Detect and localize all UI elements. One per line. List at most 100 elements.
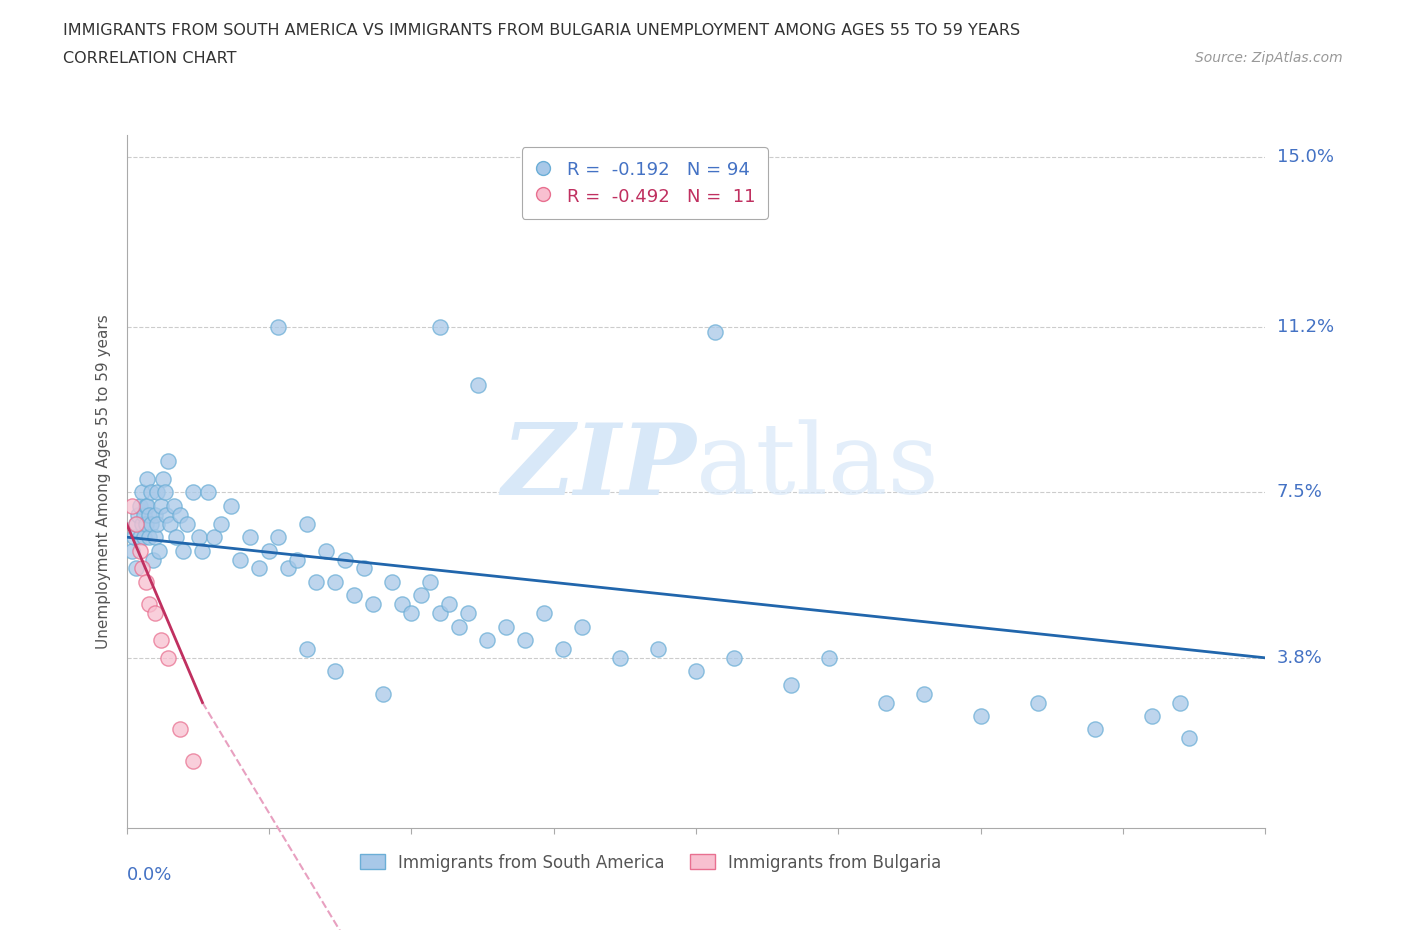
Point — [132, 530, 155, 545]
Point — [912, 686, 935, 701]
Point — [135, 498, 156, 513]
Point — [315, 543, 337, 558]
Point — [685, 664, 707, 679]
Point — [155, 508, 177, 523]
Point — [202, 530, 225, 545]
Point — [138, 530, 160, 545]
Point — [515, 632, 537, 647]
Point — [197, 485, 219, 500]
Point — [295, 516, 318, 531]
Point — [211, 516, 233, 531]
Point — [125, 516, 148, 531]
Point — [159, 516, 181, 531]
Point — [146, 485, 169, 500]
Point — [571, 619, 593, 634]
Point — [249, 561, 271, 576]
Point — [457, 605, 479, 620]
Point — [818, 650, 841, 665]
Point — [353, 561, 375, 576]
Text: ZIP: ZIP — [501, 419, 696, 515]
Point — [141, 516, 163, 531]
Point — [191, 543, 214, 558]
Point — [323, 575, 347, 590]
Point — [277, 561, 299, 576]
Point — [1168, 695, 1191, 710]
Point — [439, 597, 461, 612]
Point — [553, 642, 575, 657]
Point — [181, 753, 204, 768]
Point — [165, 530, 187, 545]
Point — [136, 498, 159, 513]
Point — [1084, 722, 1107, 737]
Point — [121, 543, 143, 558]
Text: 7.5%: 7.5% — [1277, 484, 1323, 501]
Text: 11.2%: 11.2% — [1277, 318, 1334, 336]
Point — [149, 632, 172, 647]
Point — [467, 378, 489, 392]
Point — [239, 530, 262, 545]
Point — [333, 552, 356, 567]
Text: IMMIGRANTS FROM SOUTH AMERICA VS IMMIGRANTS FROM BULGARIA UNEMPLOYMENT AMONG AGE: IMMIGRANTS FROM SOUTH AMERICA VS IMMIGRA… — [63, 23, 1021, 38]
Point — [146, 516, 169, 531]
Point — [429, 320, 451, 335]
Point — [122, 530, 145, 545]
Text: CORRELATION CHART: CORRELATION CHART — [63, 51, 236, 66]
Point — [363, 597, 385, 612]
Point — [143, 605, 166, 620]
Point — [157, 650, 180, 665]
Point — [143, 508, 166, 523]
Legend: Immigrants from South America, Immigrants from Bulgaria: Immigrants from South America, Immigrant… — [353, 847, 948, 878]
Point — [135, 575, 156, 590]
Point — [229, 552, 252, 567]
Point — [141, 485, 163, 500]
Point — [1140, 709, 1163, 724]
Point — [132, 508, 155, 523]
Point — [131, 485, 153, 500]
Point — [157, 454, 180, 469]
Text: atlas: atlas — [696, 419, 939, 515]
Point — [127, 508, 149, 523]
Point — [381, 575, 404, 590]
Point — [219, 498, 242, 513]
Point — [343, 588, 366, 603]
Point — [305, 575, 328, 590]
Y-axis label: Unemployment Among Ages 55 to 59 years: Unemployment Among Ages 55 to 59 years — [96, 314, 111, 648]
Point — [267, 320, 290, 335]
Point — [128, 498, 150, 513]
Point — [391, 597, 413, 612]
Point — [121, 498, 143, 513]
Point — [409, 588, 432, 603]
Point — [1026, 695, 1049, 710]
Point — [135, 516, 156, 531]
Point — [138, 508, 160, 523]
Text: Source: ZipAtlas.com: Source: ZipAtlas.com — [1195, 51, 1343, 65]
Point — [295, 642, 318, 657]
Text: 0.0%: 0.0% — [127, 866, 172, 884]
Point — [371, 686, 394, 701]
Point — [267, 530, 290, 545]
Point — [128, 530, 150, 545]
Point — [429, 605, 451, 620]
Point — [136, 472, 159, 486]
Point — [447, 619, 470, 634]
Point — [148, 543, 170, 558]
Point — [533, 605, 555, 620]
Point — [131, 561, 153, 576]
Point — [181, 485, 204, 500]
Point — [142, 552, 165, 567]
Point — [875, 695, 897, 710]
Point — [495, 619, 517, 634]
Point — [153, 485, 176, 500]
Point — [138, 597, 160, 612]
Point — [287, 552, 309, 567]
Point — [187, 530, 209, 545]
Point — [169, 722, 191, 737]
Point — [163, 498, 186, 513]
Point — [1178, 731, 1201, 746]
Point — [401, 605, 423, 620]
Point — [704, 324, 727, 339]
Text: 15.0%: 15.0% — [1277, 148, 1333, 166]
Point — [172, 543, 194, 558]
Point — [125, 516, 148, 531]
Point — [128, 543, 150, 558]
